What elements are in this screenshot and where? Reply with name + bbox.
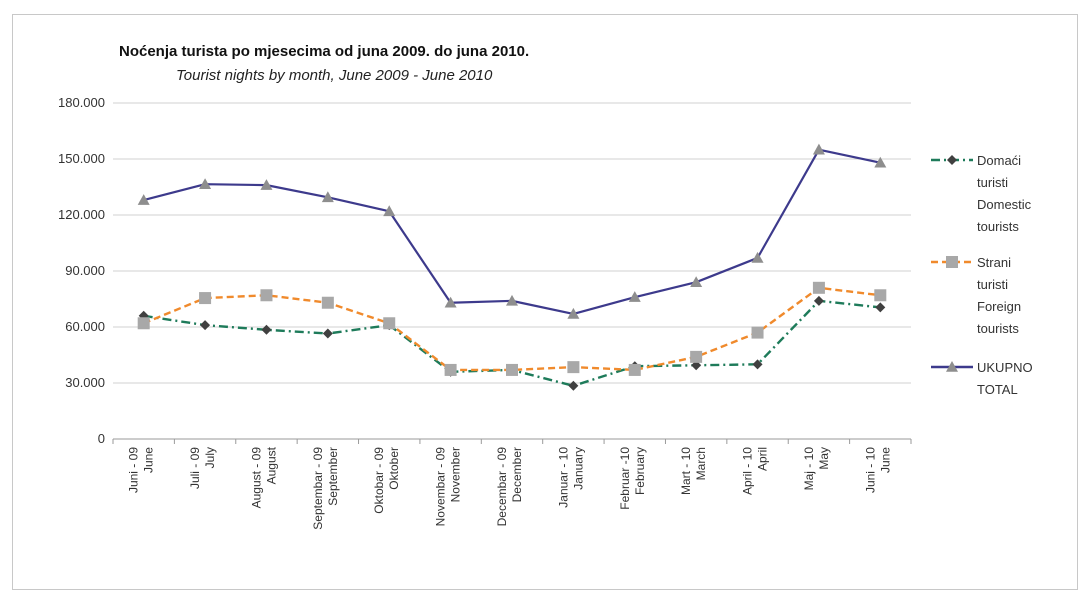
chart-frame: Noćenja turista po mjesecima od juna 200… <box>12 14 1078 590</box>
x-tick-label: August - 09 <box>249 447 263 509</box>
data-point <box>444 363 457 376</box>
data-point <box>260 179 273 190</box>
data-point <box>812 281 825 294</box>
x-tick-label: June <box>142 447 156 473</box>
gridlines <box>113 102 911 384</box>
legend-label: turisti <box>977 175 1008 190</box>
x-tick-label: November <box>449 447 463 502</box>
x-tick-label: Februar -10 <box>618 447 632 510</box>
data-point <box>874 289 887 302</box>
data-point <box>322 328 333 339</box>
data-point <box>812 143 825 155</box>
data-point <box>875 302 886 313</box>
data-point <box>383 317 396 330</box>
x-tick-label: January <box>571 447 585 490</box>
x-tick-label: July <box>203 447 217 468</box>
chart-subtitle: Tourist nights by month, June 2009 - Jun… <box>176 67 493 84</box>
x-tick-label: Decembar - 09 <box>495 447 509 527</box>
series-lines <box>137 143 887 391</box>
legend: Domaći turisti Domestic tourists Strani turis… <box>931 153 1033 397</box>
x-tick-label: Juni - 10 <box>863 447 877 493</box>
data-point <box>690 276 703 287</box>
x-tick-label: May <box>817 447 831 470</box>
x-tick-label: September <box>326 447 340 506</box>
x-tick-label: Mart - 10 <box>679 447 693 495</box>
x-tick-label: February <box>633 447 647 495</box>
legend-label: Strani <box>977 255 1011 270</box>
data-point <box>751 326 764 339</box>
data-point <box>321 296 334 309</box>
data-point <box>567 361 580 374</box>
data-point <box>751 251 764 263</box>
data-point <box>567 307 580 319</box>
chart-title: Noćenja turista po mjesecima od juna 200… <box>119 43 529 60</box>
data-point <box>383 205 396 217</box>
x-tick-label: Oktobar - 09 <box>372 447 386 514</box>
legend-label: Domestic <box>977 197 1032 212</box>
x-tick-label: Septembar - 09 <box>311 447 325 530</box>
legend-marker <box>946 361 958 372</box>
data-point <box>199 292 212 305</box>
data-point <box>874 156 887 168</box>
data-point <box>628 291 641 302</box>
legend-label: Foreign <box>977 299 1021 314</box>
data-point <box>813 295 824 306</box>
data-point <box>752 359 763 370</box>
data-point <box>506 294 518 306</box>
data-point <box>260 289 273 302</box>
data-point <box>690 350 703 363</box>
x-tick-label: August <box>264 446 278 484</box>
legend-marker <box>946 256 958 268</box>
legend-label: tourists <box>977 219 1019 234</box>
x-tick-label: Oktober <box>387 447 401 490</box>
data-point <box>321 191 334 203</box>
data-point <box>261 324 272 335</box>
legend-label: UKUPNO <box>977 360 1033 375</box>
y-tick-label: 180.000 <box>58 95 105 110</box>
x-tick-label: Januar - 10 <box>556 447 570 508</box>
x-tick-label: Novembar - 09 <box>434 447 448 527</box>
x-tick-label: Maj - 10 <box>802 447 816 491</box>
legend-label: Domaći <box>977 153 1021 168</box>
y-tick-label: 0 <box>98 431 105 446</box>
data-point <box>137 317 150 330</box>
y-tick-label: 30.000 <box>65 375 105 390</box>
x-tick-label: April <box>756 447 770 471</box>
legend-label: tourists <box>977 321 1019 336</box>
data-point <box>628 363 641 376</box>
x-tick-label: Juni - 09 <box>127 447 141 493</box>
data-point <box>137 194 150 205</box>
x-tick-label: April - 10 <box>741 447 755 495</box>
axes: 0 30.000 60.000 90.000 120.000 150.000 180.000… <box>58 95 912 530</box>
legend-label: TOTAL <box>977 382 1018 397</box>
data-point <box>444 296 457 308</box>
x-tick-label: June <box>878 447 892 473</box>
line-chart: Noćenja turista po mjesecima od juna 200… <box>58 43 1033 530</box>
x-tick-label: Juli - 09 <box>188 447 202 489</box>
series-line <box>143 148 881 316</box>
data-point <box>506 363 518 376</box>
x-tick-label: December <box>510 447 524 502</box>
y-tick-label: 90.000 <box>65 263 105 278</box>
y-tick-label: 120.000 <box>58 207 105 222</box>
x-tick-label: March <box>694 447 708 480</box>
data-point <box>200 320 211 331</box>
legend-marker <box>947 155 957 165</box>
y-tick-label: 60.000 <box>65 319 105 334</box>
legend-label: turisti <box>977 277 1008 292</box>
data-point <box>199 178 212 189</box>
data-point <box>568 380 579 391</box>
y-tick-label: 150.000 <box>58 151 105 166</box>
